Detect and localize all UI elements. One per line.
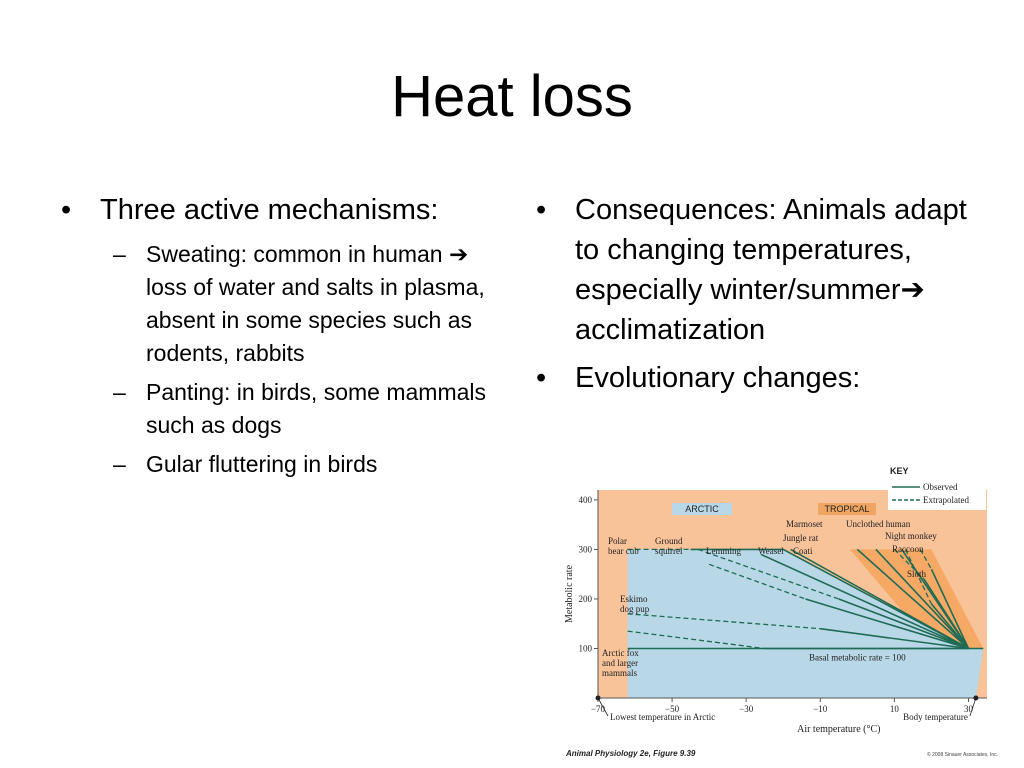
marker-label: Body temperature (903, 712, 968, 722)
series-weasel-observed (760, 553, 969, 650)
series-label-marmoset: Marmoset (786, 519, 823, 529)
series-label-arctic-fox-and-larger-mammals: Arctic fox (602, 648, 639, 658)
series-label-sloth: Sloth (907, 569, 927, 579)
x-tick-label: −30 (739, 704, 754, 714)
metabolic-rate-figure: Basal metabolic rate = 100 100 200 300 400 −7… (560, 460, 1010, 762)
metabolic-rate-chart: Basal metabolic rate = 100 100 200 300 400 −7… (564, 466, 998, 758)
series-label-lemming: Lemming (706, 546, 741, 556)
series-ground-squirrel-extrapolated (697, 548, 840, 600)
left-column: • Three active mechanisms: – Sweating: c… (55, 190, 505, 487)
series-unclothed-human-observed (930, 603, 970, 650)
series-unclothed-human-extrapolated (904, 549, 932, 605)
basal-rate-label: Basal metabolic rate = 100 (809, 652, 906, 662)
subitem-gular: – Gular fluttering in birds (55, 448, 505, 481)
subitem-text: Panting: in birds, some mammals such as … (146, 379, 487, 438)
series-label-jungle-rat: Jungle rat (783, 533, 819, 543)
sub-dash: – (113, 379, 126, 405)
y-tick-label: 300 (579, 544, 593, 554)
figure-credit: Animal Physiology 2e, Figure 9.39 (565, 749, 696, 758)
series-sloth-observed (930, 568, 970, 649)
marker-pointer (597, 697, 609, 717)
legend-extrapolated-label: Extrapolated (923, 495, 969, 505)
sub-dash: – (113, 451, 126, 477)
series-lemming-observed (805, 598, 969, 650)
series-label-coati: Coati (793, 546, 813, 556)
y-axis-label: Metabolic rate (564, 564, 575, 623)
legend-box (888, 478, 986, 510)
tropical-label: TROPICAL (824, 504, 869, 514)
series-ground-squirrel-observed (838, 598, 969, 650)
subitem-text: Gular fluttering in birds (146, 451, 378, 477)
series-label-ground-squirrel: Ground (655, 536, 683, 546)
series-label-night-monkey: Night monkey (885, 531, 937, 541)
series-arctic-fox-and-larger-mammals-extrapolated (627, 630, 765, 650)
subitem-sweating: – Sweating: common in human ➔ loss of wa… (55, 238, 505, 370)
series-label-polar-bear-cub: Polar (608, 536, 627, 546)
series-sloth-extrapolated (919, 549, 932, 570)
series-label-polar-bear-cub: bear cub (608, 546, 639, 556)
series-raccoon-observed (901, 548, 970, 649)
series-label-unclothed-human: Unclothed human (846, 519, 911, 529)
bullet-dot: • (536, 194, 547, 226)
legend-observed-label: Observed (923, 482, 958, 492)
bullet-text: Evolutionary changes: (575, 362, 861, 394)
series-label-eskimo-dog-pup: Eskimo (620, 594, 648, 604)
x-tick-label: −50 (665, 704, 680, 714)
series-label-weasel: Weasel (758, 546, 784, 556)
bullet-mechanisms: • Three active mechanisms: (55, 190, 505, 230)
series-polar-bear-cub-observed (690, 548, 969, 650)
series-jungle-rat-observed (875, 548, 970, 650)
tropical-label-box (818, 503, 876, 515)
marker-dot (973, 695, 979, 701)
series-label-ground-squirrel: squirrel (655, 546, 683, 556)
series-marmoset-observed (856, 548, 970, 650)
x-tick-label: −10 (813, 704, 828, 714)
series-eskimo-dog-pup-observed (820, 627, 969, 650)
marker-label: Lowest temperature in Arctic (610, 712, 715, 722)
arctic-region (627, 549, 984, 698)
y-tick-label: 400 (579, 495, 593, 505)
series-label-arctic-fox-and-larger-mammals: and larger (602, 658, 638, 668)
legend-title: KEY (890, 466, 909, 476)
arctic-label-box (672, 503, 732, 515)
bullet-dot: • (536, 362, 547, 394)
y-tick-label: 200 (579, 594, 593, 604)
series-eskimo-dog-pup-extrapolated (627, 613, 821, 630)
series-coati-observed (790, 548, 969, 650)
sub-dash: – (113, 241, 126, 267)
bullet-text: Consequences: Animals adapt to changing … (575, 194, 967, 346)
arctic-label: ARCTIC (685, 504, 719, 514)
bullet-dot: • (61, 194, 72, 226)
subitem-text: Sweating: common in human ➔ loss of wate… (146, 241, 485, 366)
x-tick-label: 30 (964, 704, 974, 714)
series-label-eskimo-dog-pup: dog pup (620, 604, 650, 614)
x-tick-label: −70 (591, 704, 606, 714)
subitem-panting: – Panting: in birds, some mammals such a… (55, 376, 505, 442)
right-column: • Consequences: Animals adapt to changin… (530, 190, 970, 406)
bullet-evolutionary: • Evolutionary changes: (530, 358, 970, 398)
series-label-arctic-fox-and-larger-mammals: mammals (602, 668, 637, 678)
marker-pointer (969, 697, 977, 717)
bullet-text: Three active mechanisms: (100, 194, 439, 226)
slide-title: Heat loss (391, 64, 633, 129)
series-lemming-extrapolated (708, 563, 806, 600)
figure-copyright: © 2008 Sinauer Associates, Inc. (927, 751, 998, 758)
bullet-consequences: • Consequences: Animals adapt to changin… (530, 190, 970, 350)
x-tick-label: 10 (890, 704, 900, 714)
series-label-raccoon: Raccoon (892, 544, 924, 554)
x-axis-label: Air temperature (°C) (797, 724, 880, 735)
y-tick-label: 100 (579, 643, 593, 653)
